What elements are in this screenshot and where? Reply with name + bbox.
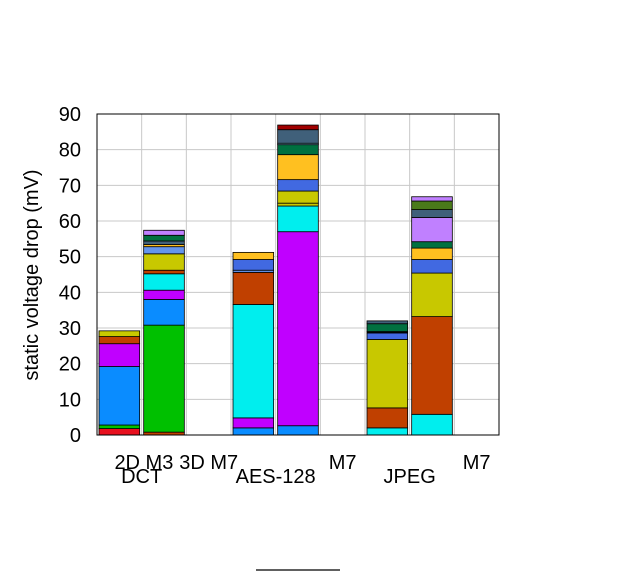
bar-segment-aes-128-1-7	[277, 144, 319, 156]
y-tick-label: 20	[59, 354, 81, 376]
bar-segment-jpeg-1-4	[411, 247, 453, 260]
y-axis-title: static voltage drop (mV)	[21, 169, 43, 380]
bar-segment-jpeg-1-1	[411, 316, 453, 415]
bar-segment-dct-1-11	[143, 229, 185, 236]
bar-segment-dct-0-2	[98, 366, 141, 426]
x-group-label: JPEG	[384, 466, 436, 488]
y-tick-label: 30	[59, 318, 81, 340]
y-tick-label: 60	[59, 211, 81, 233]
bar-segment-aes-128-0-0	[232, 427, 275, 436]
bar-segment-aes-128-1-10	[277, 124, 319, 131]
y-tick-label: 90	[59, 104, 81, 126]
bar-segment-jpeg-0-3	[366, 332, 409, 340]
bar-segment-aes-128-1-0	[277, 425, 319, 436]
bar-segment-dct-1-10	[143, 234, 185, 242]
bar-segment-aes-128-0-3	[232, 271, 275, 305]
plot-frame	[96, 113, 500, 436]
bar-segment-dct-1-7	[143, 246, 185, 255]
bar-segment-aes-128-1-3	[277, 202, 319, 207]
bar-segment-aes-128-1-9	[277, 129, 319, 144]
bar-segment-dct-0-3	[98, 343, 141, 367]
bar-segment-dct-1-2	[143, 299, 185, 326]
x-group-label: AES-128	[236, 466, 316, 488]
bar-segment-dct-1-3	[143, 289, 185, 300]
x-group-label: DCT	[121, 466, 162, 488]
bar-segment-aes-128-0-2	[232, 304, 275, 419]
bar-segment-dct-1-6	[143, 253, 185, 271]
bar-segment-dct-0-5	[98, 330, 141, 337]
bar-segment-jpeg-1-3	[411, 259, 453, 274]
bar-segment-aes-128-1-6	[277, 154, 319, 181]
bar-segment-aes-128-0-6	[232, 251, 275, 260]
y-tick-label: 0	[70, 425, 81, 447]
bar-segment-aes-128-1-4	[277, 190, 319, 204]
x-bar-label: M7	[463, 452, 491, 474]
x-bar-label: 3D M7	[179, 452, 238, 474]
y-tick-label: 70	[59, 175, 81, 197]
bar-segment-jpeg-1-5	[411, 241, 453, 249]
bar-segment-jpeg-1-2	[411, 272, 453, 317]
bar-segment-dct-0-0	[98, 428, 141, 436]
bar-segment-dct-1-1	[143, 324, 185, 433]
bar-segment-dct-1-9	[143, 240, 185, 245]
bar-segment-aes-128-0-5	[232, 259, 275, 271]
bar-segment-jpeg-0-5	[366, 323, 409, 332]
bar-segment-jpeg-1-9	[411, 196, 453, 202]
bar-segments	[98, 124, 453, 436]
bar-segment-jpeg-0-0	[366, 427, 409, 436]
bar-segment-jpeg-1-8	[411, 200, 453, 210]
bar-segment-jpeg-1-6	[411, 217, 453, 243]
y-tick-label: 10	[59, 389, 81, 411]
bar-segment-dct-0-1	[98, 424, 141, 429]
bar-segment-aes-128-0-1	[232, 417, 275, 429]
y-tick-label: 40	[59, 282, 81, 304]
x-bar-labels: 2D M3 3D M7 M7 M7	[114, 452, 490, 474]
bar-segment-jpeg-0-6	[366, 320, 409, 325]
bar-segment-dct-1-4	[143, 273, 185, 291]
x-bar-label: 2D M3	[114, 452, 173, 474]
bar-segment-dct-1-5	[143, 269, 185, 275]
bar-segment-jpeg-1-7	[411, 209, 453, 218]
bar-segment-jpeg-0-2	[366, 339, 409, 409]
bar-segment-jpeg-0-1	[366, 407, 409, 429]
x-bar-label: M7	[329, 452, 357, 474]
x-group-labels: DCT AES-128 JPEG	[121, 466, 436, 488]
y-tick-label: 80	[59, 140, 81, 162]
bar-segment-aes-128-1-5	[277, 179, 319, 192]
bar-segment-aes-128-1-2	[277, 205, 319, 233]
y-tick-label: 50	[59, 247, 81, 269]
bar-segment-dct-0-4	[98, 336, 141, 345]
bar-segment-aes-128-1-1	[277, 231, 319, 427]
bar-segment-jpeg-1-0	[411, 413, 453, 436]
y-tick-labels: 0 10 20 30 40 50 60 70 80 90	[59, 104, 81, 447]
